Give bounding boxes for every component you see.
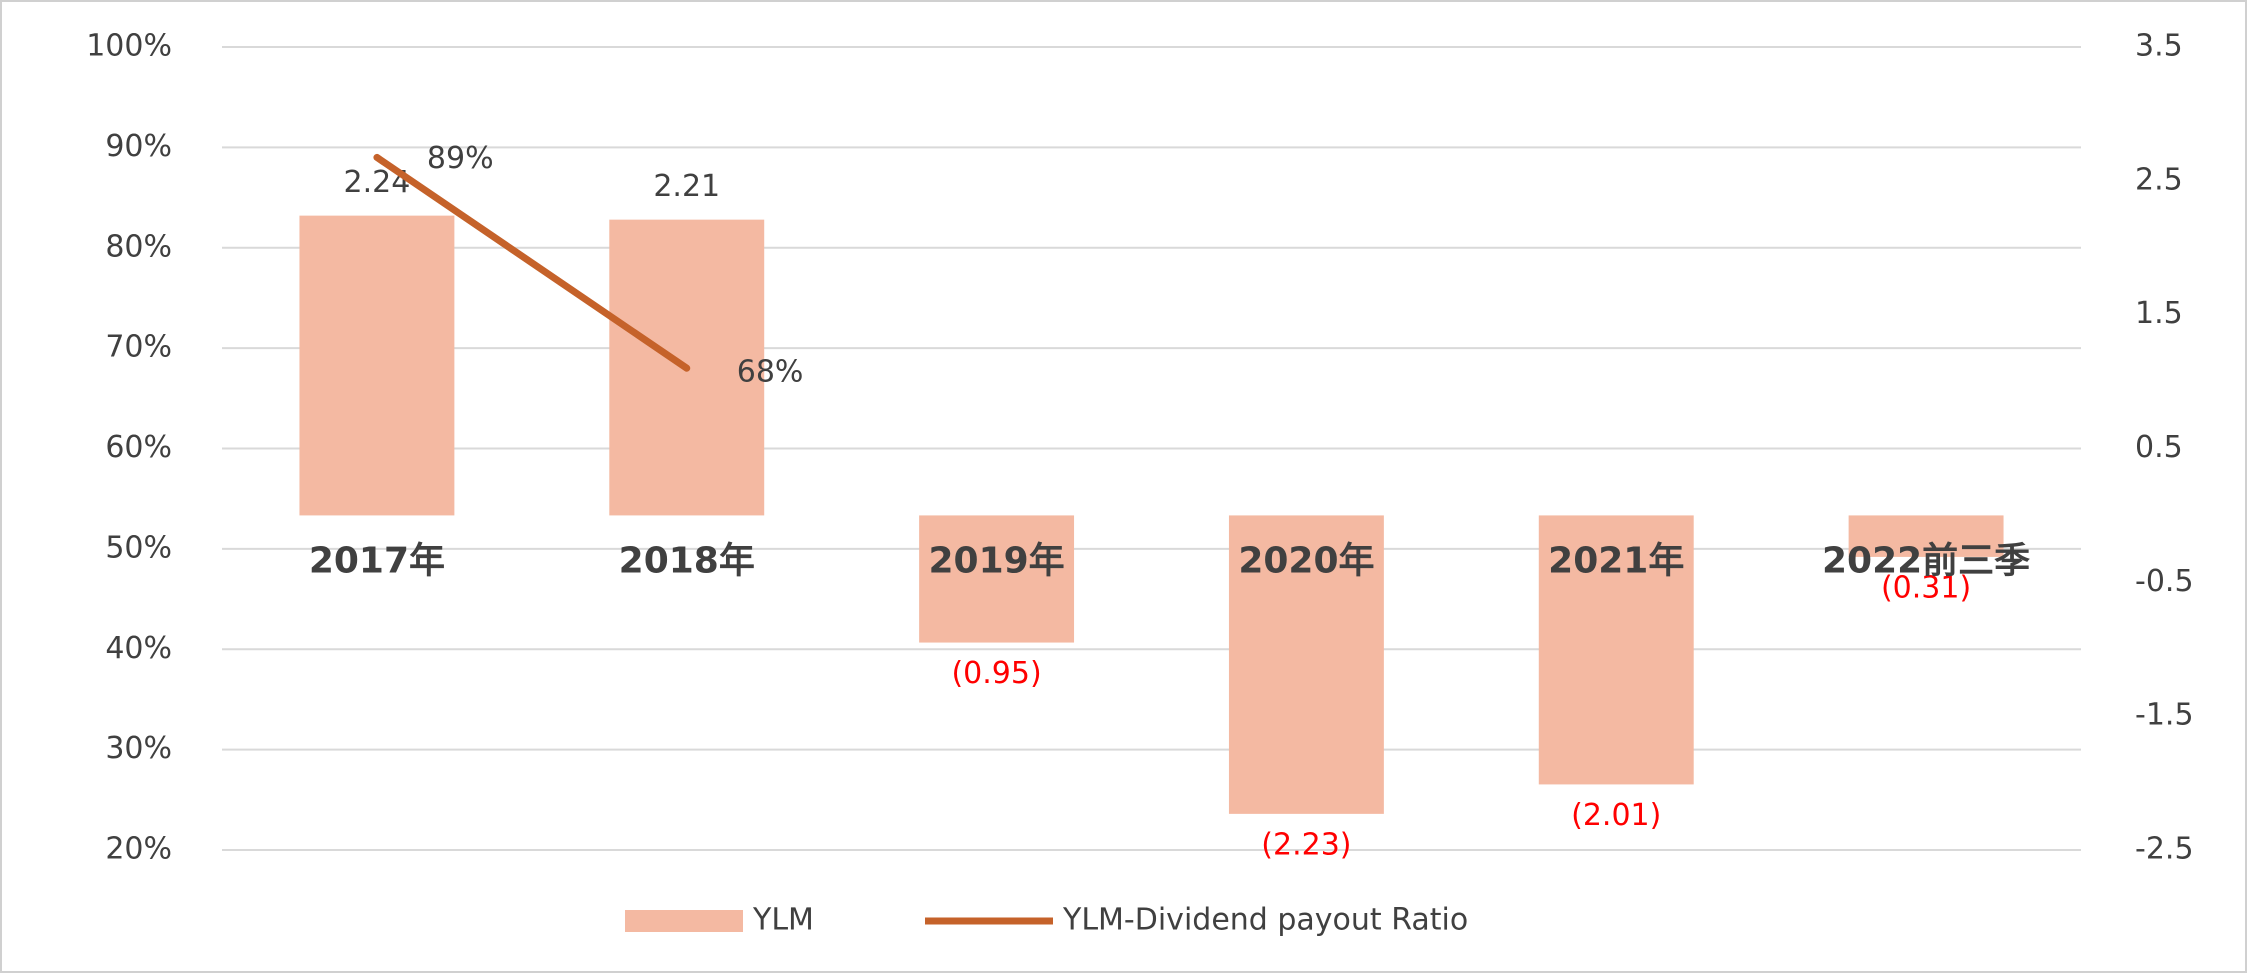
y2-tick-label: 3.5 xyxy=(2135,29,2183,64)
y2-tick-label: -2.5 xyxy=(2135,832,2194,867)
y-tick-label: 50% xyxy=(105,530,172,565)
data-label: 68% xyxy=(737,355,804,390)
data-label: 2.21 xyxy=(653,169,720,204)
x-tick-label: 2017年 xyxy=(309,540,445,581)
legend-swatch xyxy=(625,910,743,932)
data-label: (0.95) xyxy=(951,656,1041,691)
y2-tick-label: 2.5 xyxy=(2135,162,2183,197)
x-tick-label: 2020年 xyxy=(1238,540,1374,581)
legend-label: YLM-Dividend payout Ratio xyxy=(1062,903,1468,938)
bar xyxy=(919,515,1075,643)
data-label: 89% xyxy=(427,141,494,176)
y2-tick-label: -1.5 xyxy=(2135,698,2194,733)
y2-tick-label: 1.5 xyxy=(2135,296,2183,331)
x-tick-label: 2018年 xyxy=(619,540,755,581)
x-tick-label: 2019年 xyxy=(928,540,1064,581)
bar xyxy=(1538,515,1694,785)
y-tick-label: 30% xyxy=(105,731,172,766)
y-tick-label: 80% xyxy=(105,229,172,264)
data-label: (2.23) xyxy=(1261,827,1351,862)
data-label: (2.01) xyxy=(1571,798,1661,833)
y-tick-label: 70% xyxy=(105,330,172,365)
y2-tick-label: 0.5 xyxy=(2135,430,2183,465)
x-tick-label: 2021年 xyxy=(1548,540,1684,581)
y-tick-label: 90% xyxy=(105,129,172,164)
line xyxy=(373,153,691,372)
y-tick-label: 100% xyxy=(86,29,172,64)
data-label: (0.31) xyxy=(1881,570,1971,605)
x-tick-label: 2022前三季 xyxy=(1822,540,2030,581)
bar xyxy=(1228,515,1384,814)
legend-label: YLM xyxy=(752,903,814,938)
bar xyxy=(299,215,455,516)
y2-tick-label: -0.5 xyxy=(2135,564,2194,599)
y-tick-label: 40% xyxy=(105,631,172,666)
bar xyxy=(1848,515,2004,557)
y-tick-label: 20% xyxy=(105,832,172,867)
y-tick-label: 60% xyxy=(105,430,172,465)
